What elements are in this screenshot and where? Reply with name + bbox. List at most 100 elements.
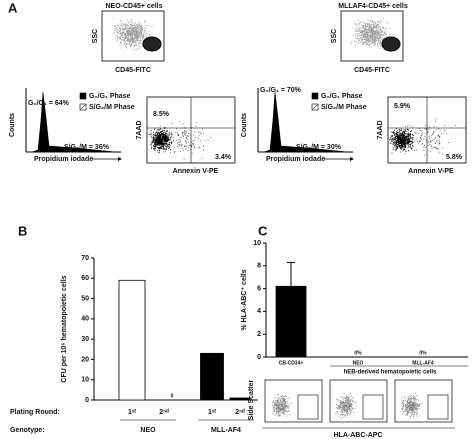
event-dot [407,410,409,412]
event-dot [120,21,122,23]
event-dot [420,133,422,135]
event-dot [178,139,179,141]
event-dot [142,37,144,38]
event-dot [280,396,282,397]
event-dot [395,149,397,151]
event-dot [153,146,155,148]
event-dot [278,400,279,402]
event-dot [438,143,440,145]
event-dot [358,39,359,41]
event-dot [150,132,152,134]
event-dot [415,414,417,416]
event-dot [396,132,398,133]
event-dot [415,393,416,395]
event-dot [437,135,439,137]
event-dot [139,42,141,44]
event-dot [417,403,419,405]
event-dot [144,29,146,31]
event-dot [184,140,186,142]
x-tick-label: 2ⁿᵈ [159,409,169,416]
event-dot [129,46,131,48]
event-dot [362,41,364,43]
event-dot [171,131,173,133]
event-dot [159,125,161,127]
event-dot [180,140,181,142]
event-dot [411,148,413,150]
event-dot [279,408,281,410]
event-dot [285,407,287,409]
event-dot [396,147,398,149]
event-dot [277,407,279,409]
event-dot [369,39,370,41]
event-dot [369,28,371,30]
event-dot [131,19,133,21]
event-dot [276,406,278,407]
event-dot [284,396,285,398]
event-dot [336,412,338,414]
event-dot [168,145,170,147]
event-dot [362,27,364,29]
event-dot [168,134,170,136]
event-dot [370,38,372,40]
event-dot [394,149,396,151]
event-dot [122,28,124,30]
plot-title: NEO-CD45+ cells [106,3,163,10]
annotation: S/G₂/M = 36% [64,144,110,151]
event-dot [389,142,391,144]
event-dot [348,395,350,397]
event-dot [164,140,166,142]
event-dot [131,33,133,35]
event-dot [409,408,411,410]
y-tick-label: 10 [253,240,261,247]
event-dot [411,129,412,131]
x-tick-label: CB-CD34+ [279,360,304,366]
event-dot [138,29,140,31]
event-dot [166,142,168,144]
event-dot [194,131,195,133]
event-dot [350,403,352,405]
event-dot [115,28,117,30]
event-dot [131,32,133,34]
event-dot [155,139,156,141]
event-dot [177,132,179,134]
event-dot [395,142,397,144]
event-dot [166,147,168,149]
event-dot [290,402,292,404]
event-dot [408,397,410,398]
event-dot [350,42,352,44]
event-dot [377,21,379,22]
event-dot [117,24,119,26]
event-dot [428,144,430,146]
event-dot [153,144,155,146]
event-dot [417,405,418,407]
event-dot [403,141,404,143]
event-dot [183,149,185,151]
event-dot [412,401,414,403]
event-dot [354,41,356,43]
axis-label: Annexin V-PE [408,168,454,175]
event-dot [374,26,376,28]
event-dot [423,155,425,156]
event-dot [346,401,348,403]
event-dot [126,25,128,27]
event-dot [396,133,398,135]
event-dot [163,130,165,131]
event-dot [165,137,167,139]
event-dot [112,33,114,34]
event-dot [132,32,133,34]
event-dot [345,402,347,404]
event-dot [404,397,406,399]
event-dot [377,46,379,48]
event-dot [380,39,382,41]
event-dot [140,42,142,44]
event-dot [173,146,175,148]
event-dot [162,143,164,145]
event-dot [346,405,348,407]
event-dot [404,146,406,148]
event-dot [185,132,187,134]
event-dot [187,135,189,137]
event-dot [415,403,417,405]
event-dot [341,402,343,404]
event-dot [150,133,152,135]
axis-label: SSC [331,29,338,43]
